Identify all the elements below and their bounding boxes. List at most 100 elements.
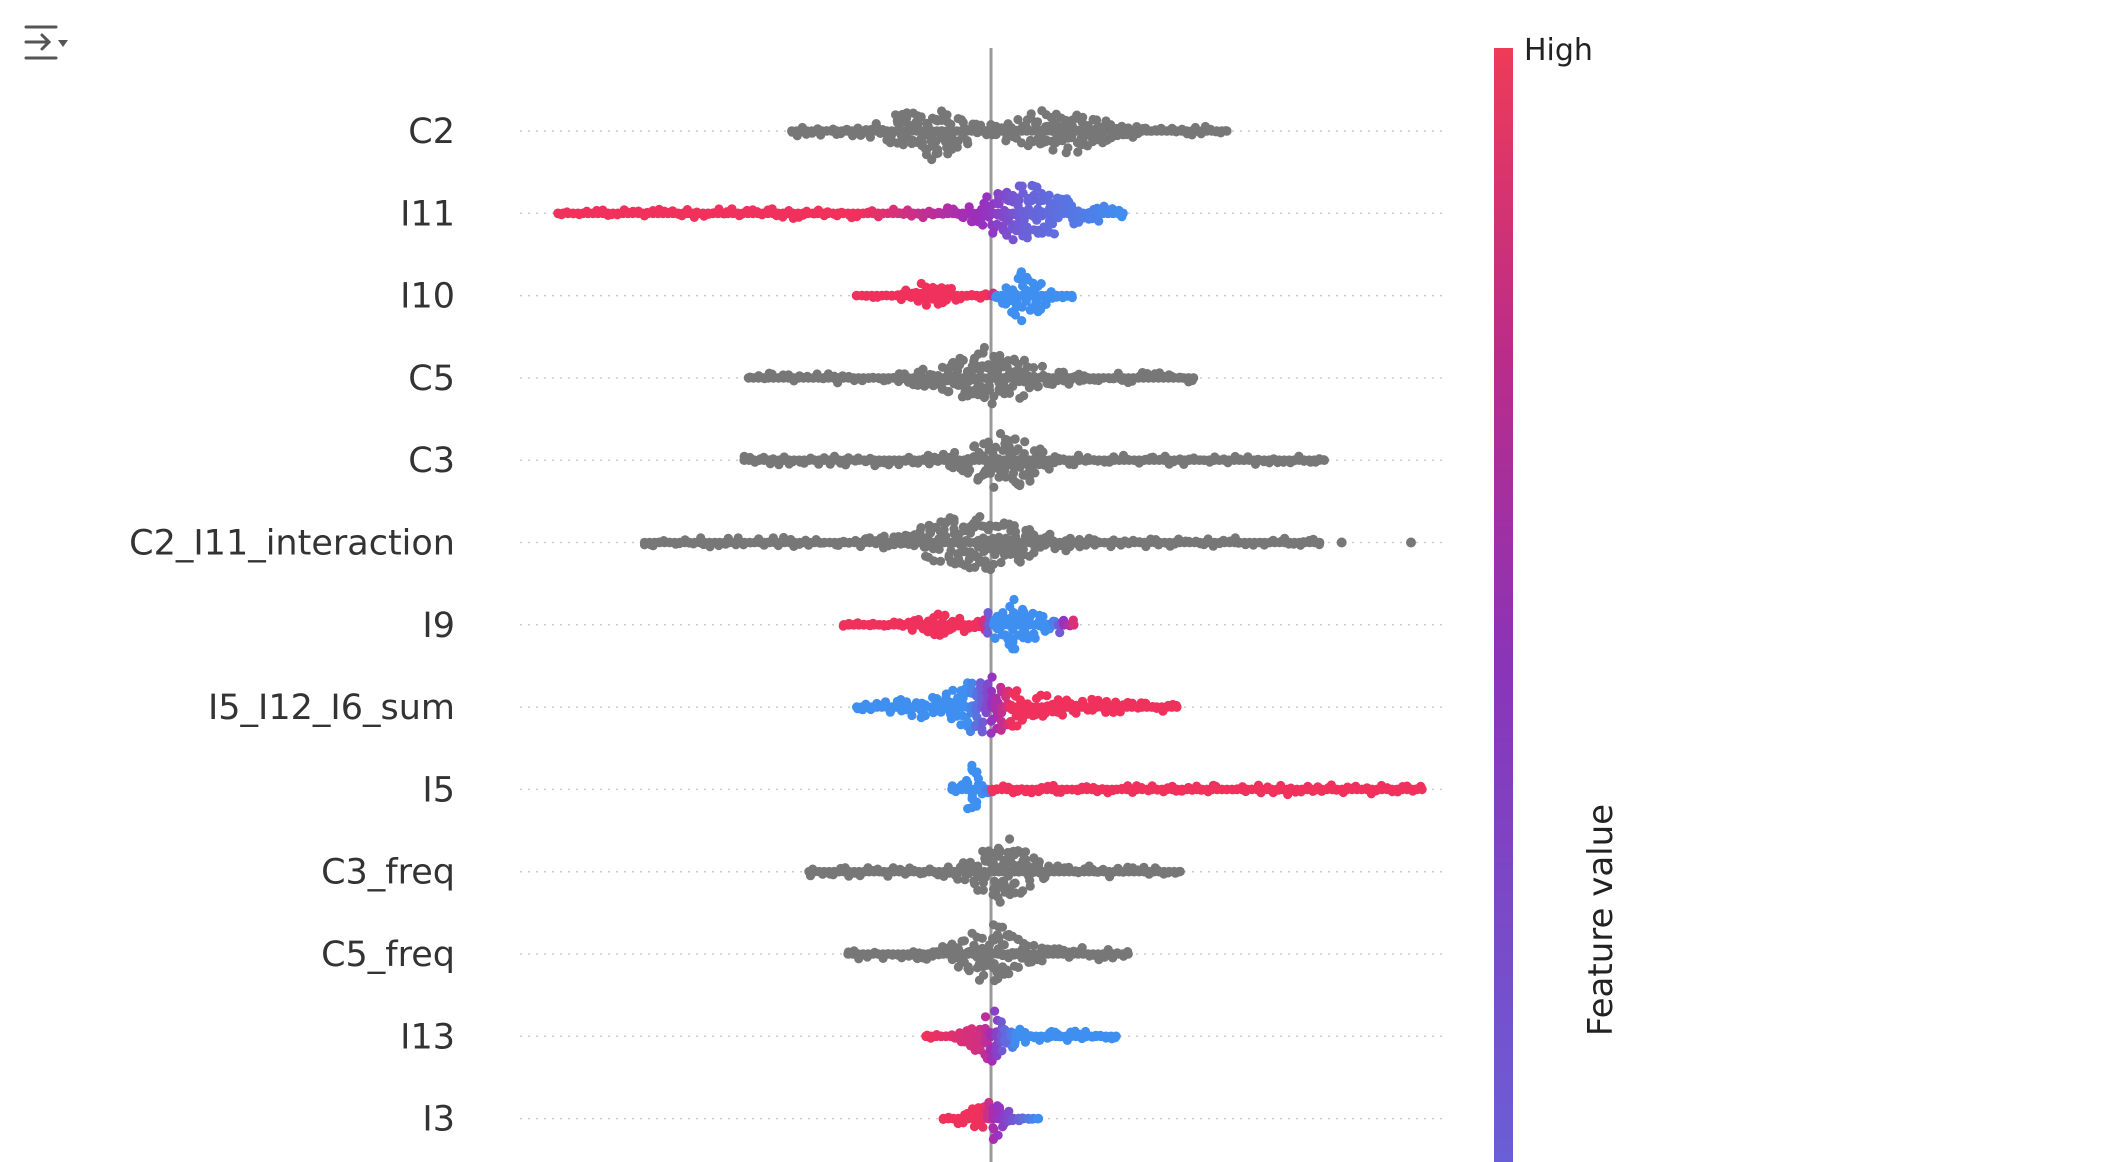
feature-label: C3_freq (321, 853, 455, 893)
shap-point (917, 137, 927, 147)
shap-point (929, 556, 939, 566)
shap-point (1013, 962, 1024, 973)
feature-label: I3 (422, 1100, 455, 1140)
feature-labels: C2 I11 I10 C5 C3 C2_I11_interaction I9 I5_I12_I… (129, 112, 455, 1140)
shap-point (1073, 147, 1083, 157)
shap-point (1111, 1031, 1121, 1042)
shap-point (1040, 299, 1050, 309)
shap-point (950, 447, 960, 458)
shap-point (1037, 361, 1047, 371)
feature-label: C2_I11_interaction (129, 524, 455, 564)
shap-point (996, 557, 1006, 568)
shap-point (997, 1046, 1007, 1056)
shap-point (1044, 464, 1054, 474)
feature-label: C3 (408, 441, 455, 481)
shap-point (918, 364, 928, 374)
shap-point (983, 437, 994, 447)
shap-point (921, 282, 931, 292)
shap-point (958, 355, 968, 365)
shap-point (907, 710, 917, 721)
shap-point (988, 1123, 998, 1133)
shap-point (1022, 233, 1032, 243)
feature-swarm (852, 672, 1182, 738)
shap-point (1067, 201, 1077, 211)
shap-point (891, 110, 901, 120)
beeswarm-points (553, 106, 1427, 1144)
feature-swarm (851, 267, 1077, 326)
shap-point (1314, 537, 1325, 548)
shap-point (1174, 866, 1184, 877)
feature-label: C2 (408, 112, 455, 152)
shap-point (1319, 455, 1329, 466)
shap-point (996, 1017, 1006, 1027)
shap-point (1025, 881, 1035, 891)
output-options-icon[interactable] (22, 20, 70, 64)
shap-point (1029, 363, 1039, 373)
shap-point (1047, 199, 1057, 209)
shap-point (975, 511, 985, 522)
shap-point (1020, 847, 1031, 857)
shap-point (1019, 391, 1029, 401)
shap-point (982, 192, 992, 202)
feature-swarm (739, 429, 1329, 492)
shap-point (943, 387, 953, 397)
shap-point (1069, 620, 1079, 630)
feature-swarm (804, 834, 1185, 907)
shap-point (986, 686, 997, 696)
feature-swarm (938, 1097, 1044, 1144)
shap-point (934, 544, 944, 555)
shap-point (953, 874, 963, 884)
shap-point (1222, 126, 1232, 136)
shap-point (992, 930, 1003, 940)
shap-point (1010, 1039, 1020, 1050)
shap-point (983, 383, 994, 393)
feature-swarm (787, 106, 1232, 165)
shap-point (979, 342, 990, 353)
shap-point (1010, 878, 1020, 888)
shap-point (1009, 594, 1019, 605)
shap-point (1047, 219, 1058, 229)
feature-label: I9 (422, 606, 455, 646)
shap-point (977, 724, 987, 734)
shap-point (1033, 382, 1043, 392)
shap-point (1038, 611, 1048, 622)
shap-point (1013, 115, 1023, 125)
shap-point (990, 633, 1000, 643)
shap-point (1038, 447, 1048, 457)
shap-point (1015, 480, 1025, 491)
shap-point (1094, 216, 1104, 226)
shap-point (976, 681, 986, 692)
shap-point (963, 139, 973, 149)
shap-point (977, 389, 988, 399)
feature-label: C5_freq (321, 935, 455, 975)
shap-point (994, 472, 1004, 482)
shap-point (1057, 710, 1068, 720)
shap-point (1005, 834, 1015, 844)
shap-point (916, 112, 926, 122)
shap-point (989, 559, 999, 569)
feature-label: I10 (400, 277, 455, 317)
shap-point (1037, 188, 1047, 199)
shap-point (1002, 362, 1012, 372)
shap-point (1029, 190, 1039, 200)
shap-point (978, 878, 989, 888)
shap-point (989, 482, 999, 492)
shap-point (942, 110, 952, 120)
shap-point (1018, 886, 1028, 896)
shap-point (1002, 230, 1012, 240)
shap-point (920, 711, 930, 721)
shap-point (963, 963, 973, 974)
shap-point (1010, 644, 1020, 654)
shap-point (1020, 437, 1030, 447)
shap-point (1172, 702, 1182, 712)
shap-point (1031, 182, 1042, 192)
shap-point (949, 514, 959, 524)
shap-point (1026, 109, 1036, 119)
shap-point (969, 940, 979, 950)
shap-point (1017, 316, 1027, 326)
shap-point (993, 1130, 1003, 1140)
feature-label: I5_I12_I6_sum (208, 688, 455, 728)
outlier-point (1336, 537, 1347, 548)
shap-point (1029, 548, 1039, 558)
